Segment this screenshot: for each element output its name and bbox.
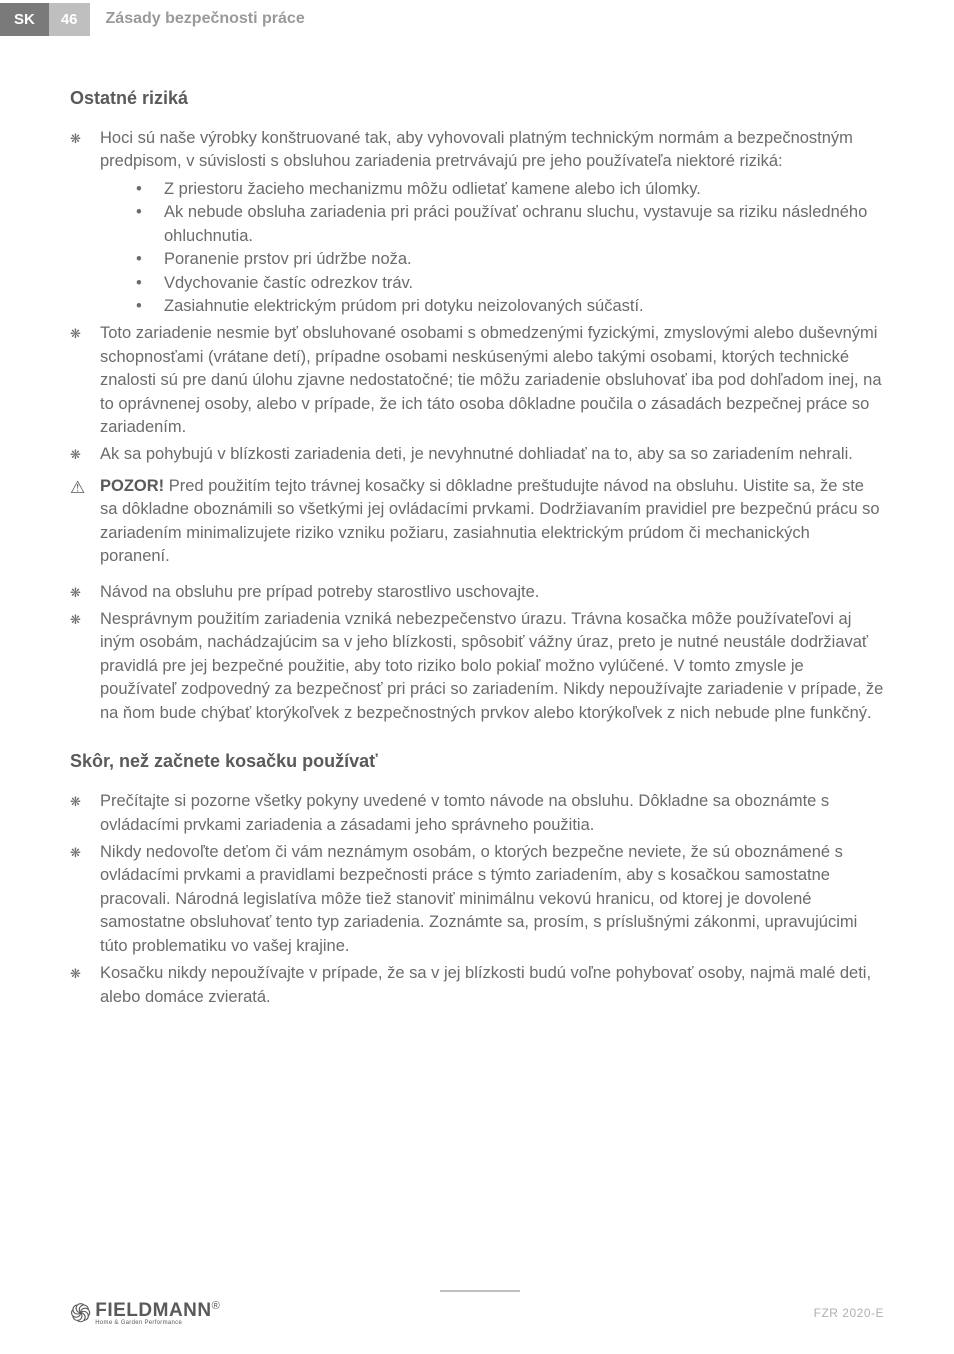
section-title-2: Skôr, než začnete kosačku používať: [70, 751, 884, 772]
sub-item: • Poranenie prstov pri údržbe noža.: [128, 248, 884, 271]
flower-icon: ❋: [70, 790, 100, 837]
warning-label: POZOR!: [100, 477, 164, 495]
sub-text: Zasiahnutie elektrickým prúdom pri dotyk…: [164, 295, 644, 318]
bullet-dot-icon: •: [128, 201, 164, 248]
sub-list: • Z priestoru žacieho mechanizmu môžu od…: [128, 178, 884, 319]
brand-logo: ֍ FIELDMANN® Home & Garden Performance: [70, 1300, 220, 1326]
flower-icon: ❋: [70, 841, 100, 958]
bullet-item: ❋ Ak sa pohybujú v blízkosti zariadenia …: [70, 443, 884, 466]
sub-item: • Z priestoru žacieho mechanizmu môžu od…: [128, 178, 884, 201]
bullet-dot-icon: •: [128, 248, 164, 271]
page-number: 46: [49, 3, 90, 36]
model-number: FZR 2020-E: [814, 1306, 884, 1320]
header-title: Zásady bezpečnosti práce: [90, 10, 305, 28]
bullet-dot-icon: •: [128, 272, 164, 295]
bullet-dot-icon: •: [128, 178, 164, 201]
section-title-1: Ostatné riziká: [70, 88, 884, 109]
flower-icon: ❋: [70, 581, 100, 604]
bullet-item: ❋ Toto zariadenie nesmie byť obsluhované…: [70, 322, 884, 439]
bullet-text: Návod na obsluhu pre prípad potreby star…: [100, 581, 884, 604]
warning-block: ⚠ POZOR! Pred použitím tejto trávnej kos…: [70, 475, 884, 569]
content-area: Ostatné riziká ❋ Hoci sú naše výrobky ko…: [0, 38, 954, 1009]
footer-divider: [440, 1290, 520, 1292]
warning-body: Pred použitím tejto trávnej kosačky si d…: [100, 477, 880, 565]
flower-icon: ❋: [70, 443, 100, 466]
sub-text: Z priestoru žacieho mechanizmu môžu odli…: [164, 178, 701, 201]
bullet-item: ❋ Návod na obsluhu pre prípad potreby st…: [70, 581, 884, 604]
warning-text: POZOR! Pred použitím tejto trávnej kosač…: [100, 475, 884, 569]
flower-icon: ❋: [70, 127, 100, 174]
bullet-item: ❋ Prečítajte si pozorne všetky pokyny uv…: [70, 790, 884, 837]
bullet-text: Toto zariadenie nesmie byť obsluhované o…: [100, 322, 884, 439]
sub-text: Ak nebude obsluha zariadenia pri práci p…: [164, 201, 884, 248]
flower-icon: ❋: [70, 322, 100, 439]
flower-icon: ❋: [70, 608, 100, 725]
bullet-item: ❋ Kosačku nikdy nepoužívajte v prípade, …: [70, 962, 884, 1009]
sub-item: • Zasiahnutie elektrickým prúdom pri dot…: [128, 295, 884, 318]
bullet-text: Hoci sú naše výrobky konštruované tak, a…: [100, 127, 884, 174]
brand-name: FIELDMANN: [95, 1300, 211, 1321]
page-header: SK 46 Zásady bezpečnosti práce: [0, 0, 954, 38]
bullet-item: ❋ Hoci sú naše výrobky konštruované tak,…: [70, 127, 884, 174]
sub-text: Poranenie prstov pri údržbe noža.: [164, 248, 412, 271]
bullet-text: Prečítajte si pozorne všetky pokyny uved…: [100, 790, 884, 837]
language-tab: SK: [0, 3, 49, 36]
bullet-text: Nesprávnym použitím zariadenia vzniká ne…: [100, 608, 884, 725]
logo-swirl-icon: ֍: [70, 1300, 91, 1326]
sub-item: • Ak nebude obsluha zariadenia pri práci…: [128, 201, 884, 248]
bullet-dot-icon: •: [128, 295, 164, 318]
page-footer: ֍ FIELDMANN® Home & Garden Performance F…: [70, 1300, 884, 1326]
bullet-item: ❋ Nesprávnym použitím zariadenia vzniká …: [70, 608, 884, 725]
flower-icon: ❋: [70, 962, 100, 1009]
warning-icon: ⚠: [70, 475, 100, 569]
sub-item: • Vdychovanie častíc odrezkov tráv.: [128, 272, 884, 295]
bullet-item: ❋ Nikdy nedovoľte deťom či vám neznámym …: [70, 841, 884, 958]
bullet-text: Ak sa pohybujú v blízkosti zariadenia de…: [100, 443, 884, 466]
bullet-text: Nikdy nedovoľte deťom či vám neznámym os…: [100, 841, 884, 958]
sub-text: Vdychovanie častíc odrezkov tráv.: [164, 272, 413, 295]
bullet-text: Kosačku nikdy nepoužívajte v prípade, že…: [100, 962, 884, 1009]
